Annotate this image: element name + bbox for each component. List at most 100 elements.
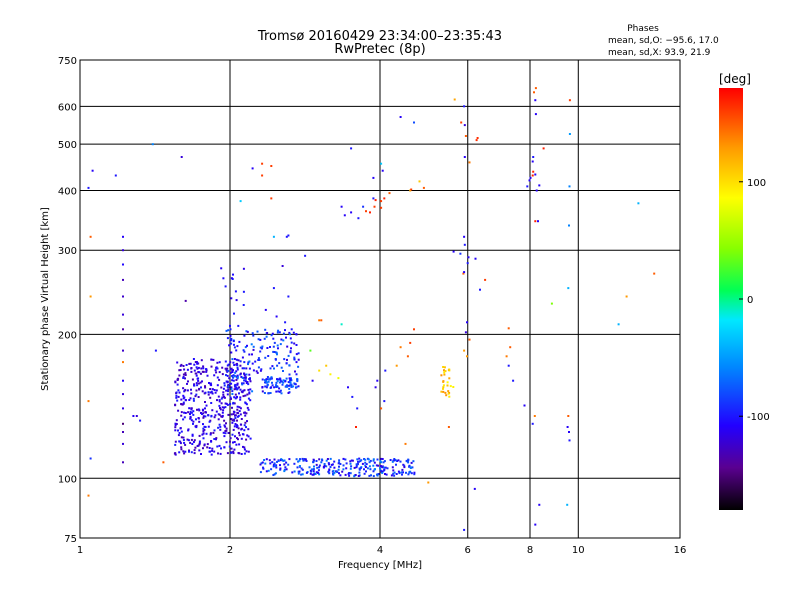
data-point bbox=[568, 431, 570, 433]
data-point bbox=[250, 343, 253, 346]
data-point bbox=[381, 471, 384, 474]
data-point bbox=[396, 460, 399, 462]
data-point bbox=[254, 360, 257, 363]
data-point bbox=[220, 415, 223, 418]
data-point bbox=[189, 441, 192, 444]
data-point bbox=[242, 382, 245, 385]
data-point bbox=[332, 473, 335, 476]
data-point bbox=[538, 503, 541, 506]
data-point bbox=[279, 378, 282, 381]
data-point bbox=[449, 385, 452, 388]
data-point bbox=[236, 405, 239, 408]
data-point bbox=[184, 377, 186, 380]
data-point bbox=[229, 382, 231, 385]
data-point bbox=[389, 459, 392, 461]
data-point bbox=[273, 473, 276, 476]
data-point bbox=[243, 452, 246, 455]
data-point bbox=[191, 434, 194, 437]
data-point bbox=[248, 353, 251, 356]
data-point bbox=[259, 338, 262, 341]
data-point bbox=[301, 457, 304, 460]
data-point bbox=[239, 398, 242, 401]
data-point bbox=[234, 383, 237, 386]
data-point bbox=[267, 378, 270, 381]
data-point bbox=[234, 371, 237, 374]
data-point bbox=[273, 367, 275, 370]
data-point bbox=[318, 319, 321, 322]
data-point bbox=[235, 349, 238, 352]
data-point bbox=[162, 461, 165, 464]
data-point bbox=[289, 378, 292, 381]
data-point bbox=[288, 377, 291, 380]
data-point bbox=[224, 425, 227, 428]
data-point bbox=[568, 99, 571, 102]
data-point bbox=[397, 459, 400, 462]
data-point bbox=[462, 272, 465, 275]
data-point bbox=[242, 304, 245, 306]
data-point bbox=[350, 465, 353, 468]
data-point bbox=[236, 425, 239, 428]
data-point bbox=[219, 452, 222, 455]
data-point bbox=[272, 465, 275, 468]
data-point bbox=[297, 365, 300, 368]
data-point bbox=[230, 387, 233, 390]
data-point bbox=[459, 252, 462, 255]
data-point bbox=[344, 473, 347, 476]
data-point bbox=[206, 443, 209, 446]
x-tick-label: 1 bbox=[77, 545, 83, 556]
data-point bbox=[272, 337, 275, 340]
data-point bbox=[289, 381, 292, 384]
data-point bbox=[401, 468, 404, 471]
data-point bbox=[225, 427, 228, 430]
data-point bbox=[132, 415, 135, 417]
data-point bbox=[184, 412, 187, 414]
data-point bbox=[288, 384, 290, 387]
data-point bbox=[279, 459, 282, 462]
data-point bbox=[230, 397, 232, 400]
data-point bbox=[230, 382, 233, 385]
data-point bbox=[221, 396, 224, 399]
data-point bbox=[278, 390, 281, 393]
x-axis-label: Frequency [MHz] bbox=[338, 560, 422, 571]
data-point bbox=[233, 346, 236, 349]
data-point bbox=[361, 462, 364, 465]
data-point bbox=[568, 185, 571, 188]
data-point bbox=[243, 379, 246, 382]
data-point bbox=[244, 411, 246, 414]
data-point bbox=[226, 393, 229, 396]
data-point bbox=[183, 416, 186, 419]
data-point bbox=[237, 359, 240, 362]
data-point bbox=[308, 466, 311, 469]
data-point bbox=[189, 411, 192, 413]
data-point bbox=[194, 372, 197, 375]
chart-title: Tromsø 20160429 23:34:00–23:35:43 bbox=[257, 29, 502, 44]
data-point bbox=[177, 395, 180, 398]
data-point bbox=[211, 449, 214, 452]
data-point bbox=[264, 308, 267, 311]
data-point bbox=[367, 458, 370, 461]
data-point bbox=[393, 458, 396, 460]
data-point bbox=[199, 381, 202, 384]
data-point bbox=[386, 467, 389, 470]
data-point bbox=[347, 472, 350, 475]
data-point bbox=[298, 470, 301, 473]
data-point bbox=[275, 381, 278, 384]
data-point bbox=[329, 466, 332, 468]
data-point bbox=[211, 392, 214, 395]
data-point bbox=[261, 174, 264, 177]
data-point bbox=[211, 409, 214, 412]
data-point bbox=[284, 380, 287, 383]
data-point bbox=[198, 449, 201, 452]
data-point bbox=[122, 249, 124, 252]
data-point bbox=[256, 330, 259, 333]
data-point bbox=[349, 462, 352, 465]
data-point bbox=[252, 369, 255, 372]
data-point bbox=[333, 460, 336, 463]
data-point bbox=[244, 346, 247, 349]
data-point bbox=[216, 399, 218, 402]
data-point bbox=[201, 370, 204, 373]
data-point bbox=[207, 391, 210, 394]
data-point bbox=[385, 473, 388, 476]
data-point bbox=[410, 188, 413, 191]
data-point bbox=[216, 367, 219, 370]
